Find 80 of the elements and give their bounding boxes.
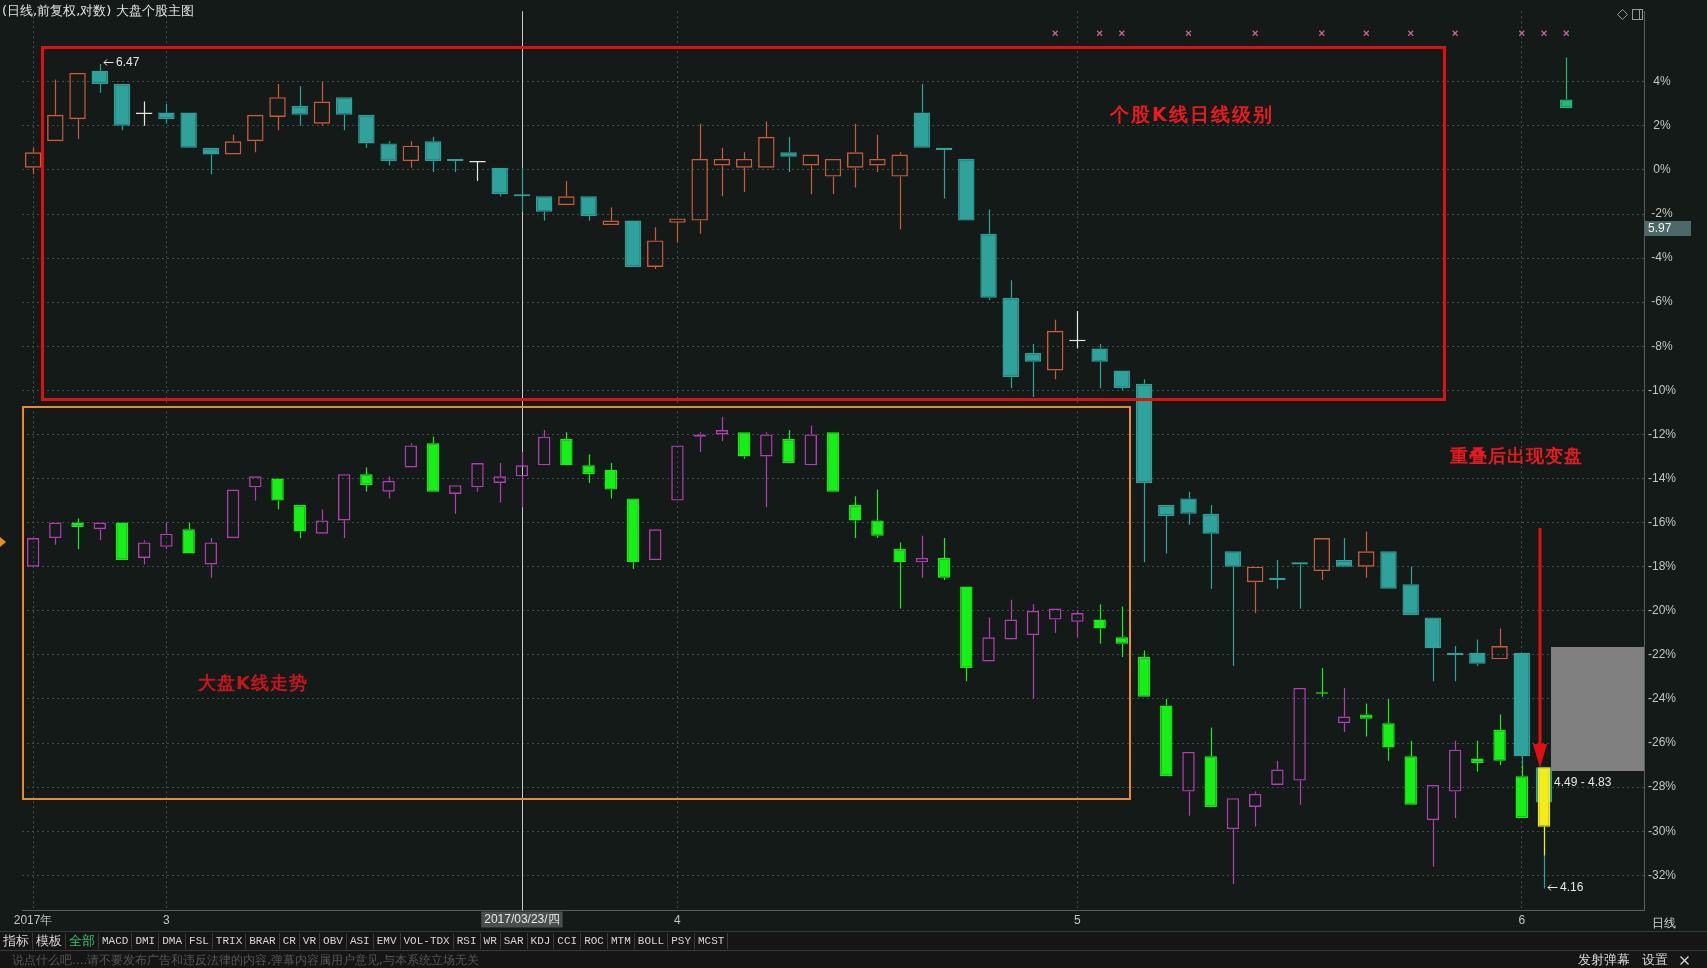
x-tick-label: 4 (674, 913, 682, 928)
y-tick-label: -16% (1648, 514, 1677, 529)
candlestick (980, 209, 997, 301)
y-tick-label: -12% (1648, 426, 1677, 441)
candlestick (737, 432, 751, 460)
text: WR (480, 933, 501, 949)
y-tick-label: -10% (1648, 382, 1677, 397)
text: SAR (500, 933, 528, 949)
annotation: 4.16 (1560, 880, 1584, 895)
text: VR (299, 933, 321, 949)
y-tick-label: -22% (1648, 647, 1677, 662)
candlestick (291, 85, 308, 127)
annotation: 个股K线日线级别 (1110, 102, 1274, 126)
candlestick (1493, 713, 1506, 766)
annotation: 大盘K线走势 (198, 670, 308, 694)
y-tick-label: -18% (1648, 559, 1677, 574)
y-tick-label: -30% (1648, 823, 1677, 838)
candlestick (1002, 279, 1019, 389)
chart-title: (日线,前复权,对数) 大盘个股主图 (2, 3, 194, 19)
text: FSL (186, 933, 213, 949)
candlestick (1382, 698, 1395, 762)
annotation: 6.47 (116, 55, 140, 70)
x-tick-label: 2017/03/23/四 (484, 911, 560, 926)
x-tick-label: 6 (1518, 913, 1526, 928)
candlestick (913, 83, 931, 148)
text: EMV (373, 933, 401, 949)
candlestick (1204, 727, 1217, 807)
x-tick-label: 2017年 (13, 913, 53, 928)
annotation: 重叠后出现变盘 (1450, 443, 1583, 467)
text: CR (279, 933, 300, 949)
text: OBV (320, 933, 347, 949)
x-tick-label: 5 (1074, 913, 1082, 928)
text: 设置 (1642, 952, 1668, 968)
text: 说点什么吧....请不要发布广告和违反法律的内容,弹幕内容属用户意见,与本系统立场无关 (12, 952, 479, 968)
text: PSY (668, 933, 696, 949)
text: 全部 (66, 933, 99, 949)
y-tick-label: 0% (1653, 162, 1672, 177)
y-tick-label: -8% (1651, 338, 1673, 353)
y-tick-label: 2% (1653, 118, 1672, 133)
y-tick-label: -14% (1648, 470, 1677, 485)
candlestick (358, 114, 375, 149)
text: BOLL (634, 933, 669, 949)
candlestick (1093, 603, 1106, 645)
text: VOL-TDX (400, 933, 454, 949)
y-tick-label: -6% (1651, 294, 1673, 309)
text: KDJ (527, 933, 555, 949)
y-tick-label: -32% (1648, 867, 1677, 882)
candlestick (1335, 537, 1353, 567)
y-tick-label: -26% (1648, 735, 1677, 750)
text: BRAR (246, 933, 280, 949)
text: TRIX (212, 933, 247, 949)
text: CCI (554, 933, 582, 949)
text: 5.97 (1645, 221, 1691, 236)
text: MCST (695, 933, 729, 949)
candlestick (1424, 617, 1442, 682)
candlestick (1135, 378, 1153, 563)
candlestick (1560, 56, 1573, 109)
candlestick (1471, 740, 1484, 773)
text: MTM (607, 933, 635, 949)
text: ASI (346, 933, 374, 949)
text: DMA (159, 933, 187, 949)
candlestick (1024, 343, 1042, 398)
text: 指标 (0, 933, 33, 949)
text: RSI (453, 933, 481, 949)
text: 日线 (1652, 915, 1676, 931)
text: 模板 (33, 933, 66, 949)
y-tick-label: -24% (1648, 691, 1677, 706)
text: ROC (581, 933, 608, 949)
text: DMI (132, 933, 160, 949)
x-tick-label: 3 (163, 913, 171, 928)
y-tick-label: -20% (1648, 603, 1677, 618)
text: MACD (99, 933, 133, 949)
text: 发射弹幕 (1578, 952, 1630, 968)
y-tick-label: 4% (1653, 74, 1672, 89)
y-tick-label: -4% (1651, 250, 1673, 265)
annotation: 4.49 - 4.83 (1554, 774, 1612, 790)
candlestick (582, 453, 595, 484)
candlestick (71, 517, 84, 550)
y-tick-label: -28% (1648, 779, 1677, 794)
y-tick-label: -2% (1651, 206, 1673, 221)
